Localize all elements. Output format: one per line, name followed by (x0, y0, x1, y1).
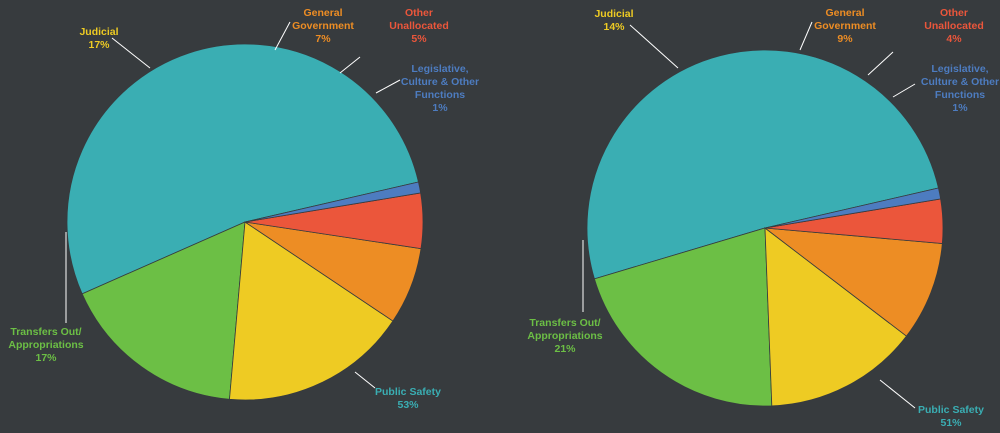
slice-label-line: 5% (411, 33, 427, 45)
pie-slice-judicial (764, 227, 907, 407)
slice-label-judicial: Judicial 17% (79, 26, 118, 51)
slice-label-line: Other (940, 7, 968, 19)
slice-label-line: General (303, 7, 342, 19)
slice-label-line: 53% (397, 399, 419, 411)
pie-slice-public-safety (586, 49, 939, 280)
slice-label-line: 51% (940, 417, 962, 429)
slice-label-line: Culture & Other (921, 76, 999, 88)
slice-label-line: Legislative, (411, 63, 468, 75)
leader-line-legislative (375, 79, 401, 94)
pie-slice-legislative (764, 187, 942, 229)
slice-label-line: 14% (603, 21, 625, 33)
slice-label-line: Culture & Other (401, 76, 479, 88)
pie-slice-judicial (229, 221, 394, 401)
slice-label-public-safety: Public Safety 53% (375, 386, 441, 411)
slice-label-other-unallocated: Other Unallocated 4% (924, 7, 984, 45)
slice-label-line: 7% (315, 33, 331, 45)
slice-label-line: Functions (935, 89, 985, 101)
slice-label-line: 4% (946, 33, 962, 45)
slice-label-line: Transfers Out/ (529, 317, 600, 329)
slice-label-line: 21% (554, 343, 576, 355)
slice-label-legislative: Legislative, Culture & Other Functions 1% (401, 63, 479, 114)
leader-line-judicial (111, 37, 151, 69)
slice-label-line: Appropriations (8, 339, 83, 351)
leader-line-public-safety (879, 379, 916, 409)
leader-line-other-unallocated (867, 51, 894, 76)
slice-label-line: Government (292, 20, 354, 32)
leader-line-other-unallocated (339, 56, 361, 74)
leader-line-general-government (799, 21, 813, 51)
slice-label-line: 9% (837, 33, 853, 45)
slice-label-general-government: General Government 7% (292, 7, 354, 45)
pie-slice-public-safety (66, 43, 419, 295)
slice-label-legislative: Legislative, Culture & Other Functions 1% (921, 63, 999, 114)
leader-line-public-safety (354, 371, 376, 389)
slice-label-line: 1% (432, 102, 448, 114)
slice-label-line: Public Safety (918, 404, 984, 416)
pie-chart-left: Public Safety 53% Transfers Out/Appropriat… (8, 7, 479, 411)
slice-label-public-safety: Public Safety 51% (918, 404, 984, 429)
slice-label-line: Functions (415, 89, 465, 101)
slice-label-other-unallocated: Other Unallocated 5% (389, 7, 449, 45)
pie-slice-legislative (244, 181, 422, 223)
slice-label-line: Public Safety (375, 386, 441, 398)
slice-label-line: 17% (88, 39, 110, 51)
slice-label-line: Judicial (594, 8, 633, 20)
slice-label-line: Other (405, 7, 433, 19)
slice-label-transfers-out: Transfers Out/Appropriations 21% (527, 317, 602, 355)
pie-slice-general-government (763, 227, 943, 337)
pie-slice-transfers-out (81, 221, 246, 400)
slice-label-line: 17% (35, 352, 57, 364)
slice-label-judicial: Judicial 14% (594, 8, 633, 33)
pie-slice-transfers-out (593, 227, 773, 407)
slice-label-line: Appropriations (527, 330, 602, 342)
slice-label-general-government: General Government 9% (814, 7, 876, 45)
leader-line-judicial (629, 24, 679, 69)
slice-label-line: Unallocated (924, 20, 984, 32)
slice-label-line: Legislative, (931, 63, 988, 75)
leader-line-general-government (274, 21, 291, 51)
pie-chart-right: Public Safety 51% Transfers Out/Appropriat… (527, 7, 999, 429)
slice-label-line: Government (814, 20, 876, 32)
slice-label-line: Judicial (79, 26, 118, 38)
slice-label-line: 1% (952, 102, 968, 114)
slice-label-line: Unallocated (389, 20, 449, 32)
slice-label-transfers-out: Transfers Out/Appropriations 17% (8, 326, 83, 364)
slice-label-line: Transfers Out/ (10, 326, 81, 338)
slice-label-line: General (825, 7, 864, 19)
leader-line-legislative (892, 83, 916, 98)
